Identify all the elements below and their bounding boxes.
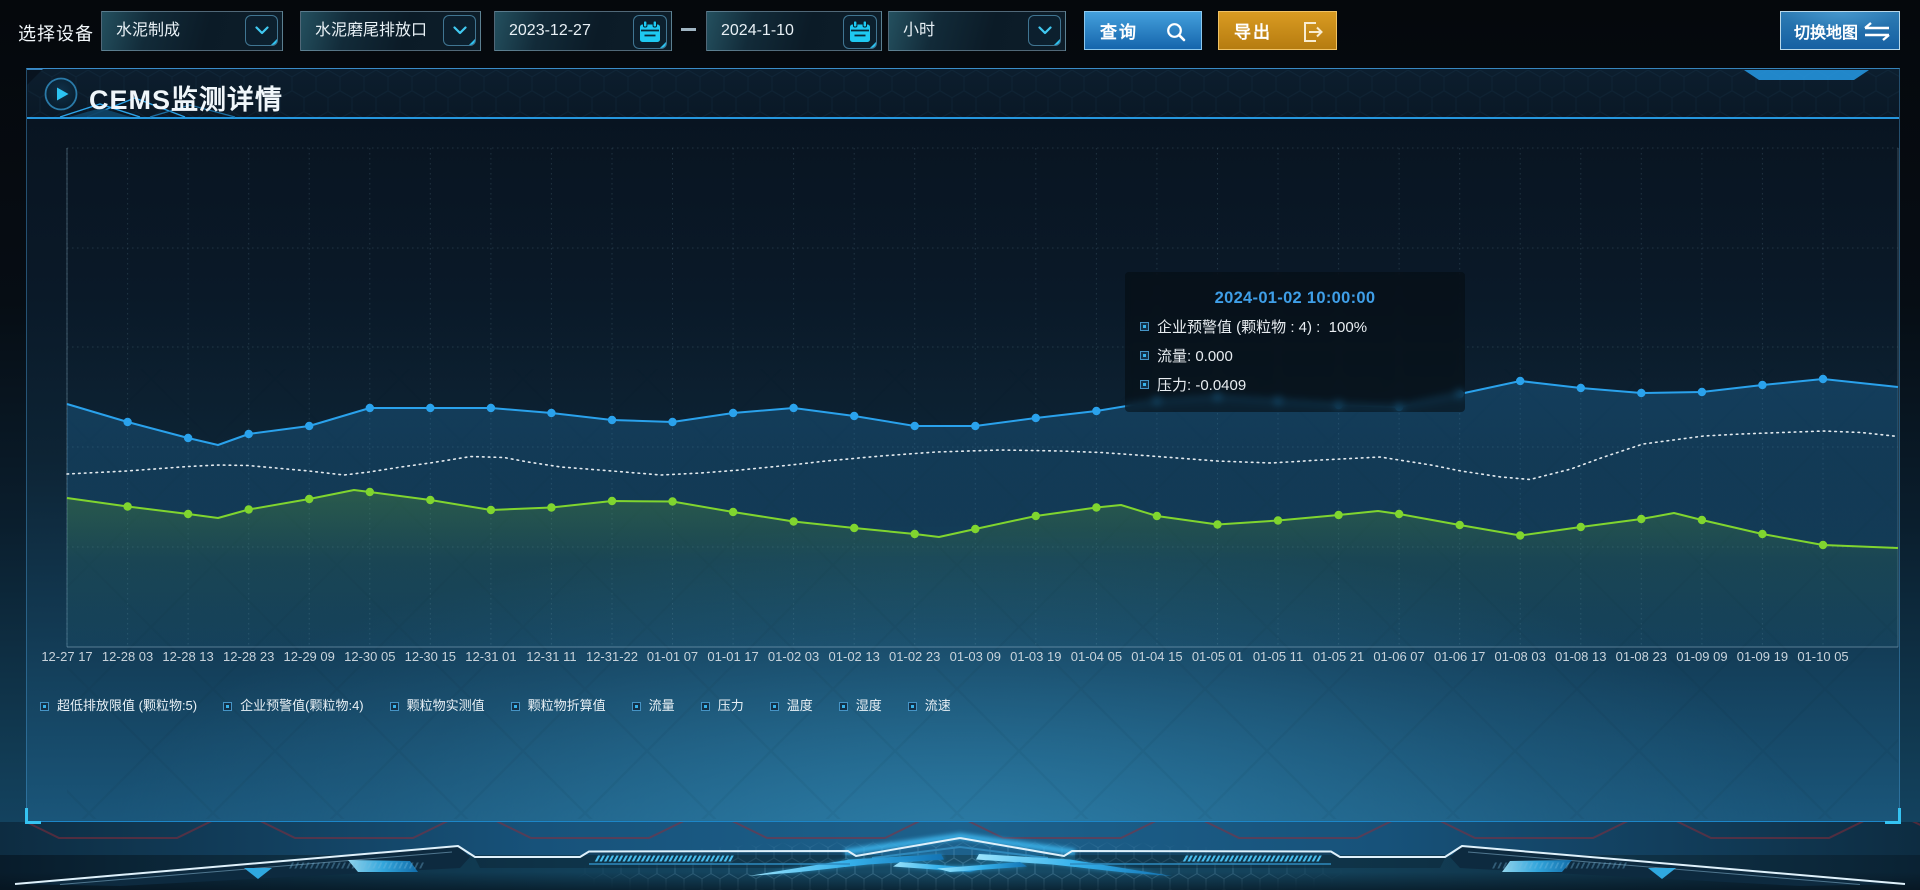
svg-text:12-30 05: 12-30 05 <box>344 649 395 664</box>
svg-text:01-01 17: 01-01 17 <box>707 649 758 664</box>
svg-text:01-03 09: 01-03 09 <box>950 649 1001 664</box>
svg-text:01-04 15: 01-04 15 <box>1131 649 1182 664</box>
svg-text:01-10 05: 01-10 05 <box>1797 649 1848 664</box>
svg-text:01-04 05: 01-04 05 <box>1071 649 1122 664</box>
svg-text:01-09 19: 01-09 19 <box>1737 649 1788 664</box>
svg-text:01-05 11: 01-05 11 <box>1253 649 1303 664</box>
svg-text:12-28 03: 12-28 03 <box>102 649 153 664</box>
svg-text:01-02 23: 01-02 23 <box>889 649 940 664</box>
svg-text:01-01 07: 01-01 07 <box>647 649 698 664</box>
svg-text:01-02 03: 01-02 03 <box>768 649 819 664</box>
svg-text:01-02 13: 01-02 13 <box>829 649 880 664</box>
svg-text:12-28 13: 12-28 13 <box>162 649 213 664</box>
svg-text:01-06 07: 01-06 07 <box>1373 649 1424 664</box>
svg-text:01-08 23: 01-08 23 <box>1616 649 1667 664</box>
svg-text:01-05 21: 01-05 21 <box>1313 649 1364 664</box>
svg-text:01-05 01: 01-05 01 <box>1192 649 1243 664</box>
svg-text:12-28 23: 12-28 23 <box>223 649 274 664</box>
svg-text:12-31-22: 12-31-22 <box>586 649 638 664</box>
svg-text:01-03 19: 01-03 19 <box>1010 649 1061 664</box>
svg-text:12-30 15: 12-30 15 <box>405 649 456 664</box>
svg-text:12-31 11: 12-31 11 <box>526 649 576 664</box>
svg-text:12-31 01: 12-31 01 <box>465 649 516 664</box>
svg-text:01-06 17: 01-06 17 <box>1434 649 1485 664</box>
svg-text:01-09 09: 01-09 09 <box>1676 649 1727 664</box>
svg-text:01-08 03: 01-08 03 <box>1495 649 1546 664</box>
svg-text:12-29 09: 12-29 09 <box>284 649 335 664</box>
svg-text:12-27 17: 12-27 17 <box>41 649 92 664</box>
svg-text:01-08 13: 01-08 13 <box>1555 649 1606 664</box>
